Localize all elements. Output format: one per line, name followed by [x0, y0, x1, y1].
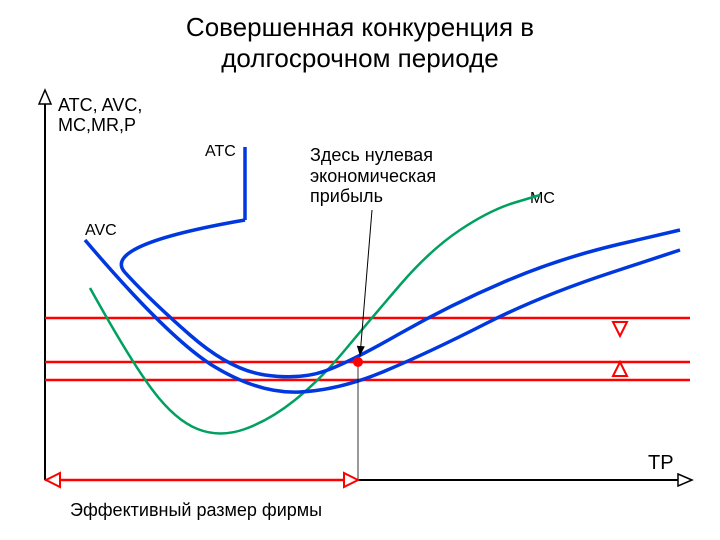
annotation-arrow-line — [360, 210, 372, 356]
price-lower-arrow-icon — [613, 362, 627, 376]
x-axis-arrowhead — [678, 474, 692, 486]
avc-curve — [85, 240, 680, 392]
chart-svg — [0, 0, 720, 540]
y-axis-arrowhead — [39, 90, 51, 104]
atc-curve — [121, 220, 680, 377]
equilibrium-point — [353, 357, 363, 367]
price-upper-arrow-icon — [613, 322, 627, 336]
mc-curve — [90, 195, 540, 434]
effective-size-arrowhead-right-icon — [344, 473, 358, 487]
effective-size-arrow — [46, 473, 358, 487]
price-lines — [45, 318, 690, 380]
effective-size-arrowhead-left-icon — [46, 473, 60, 487]
